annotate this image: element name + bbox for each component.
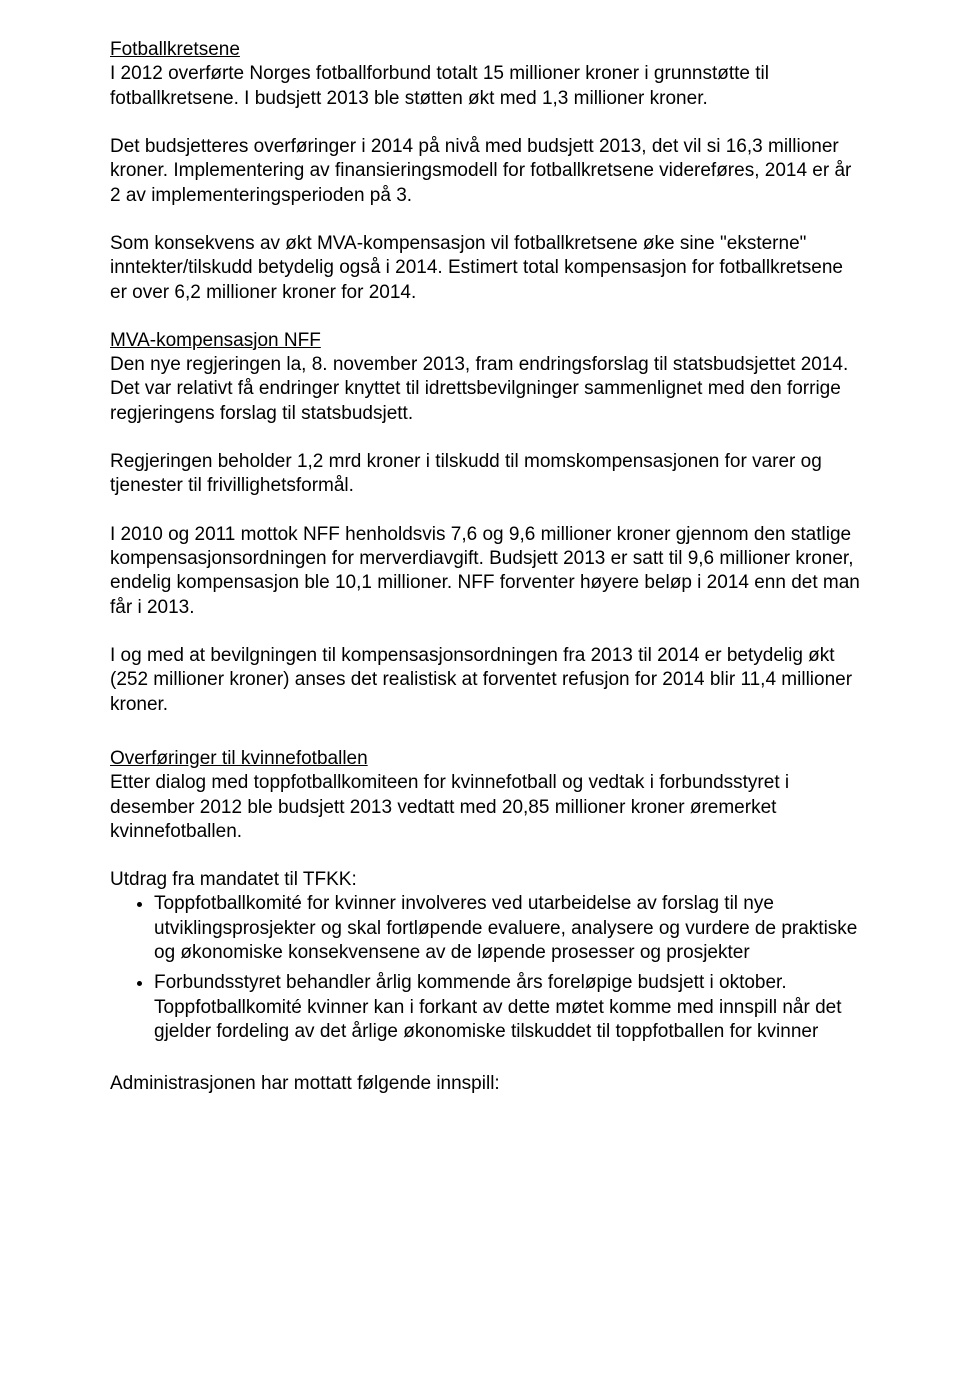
para-text: Den nye regjeringen la, 8. november 2013… <box>110 354 848 424</box>
para-text: Utdrag fra mandatet til TFKK: <box>110 868 864 892</box>
list-item: Forbundsstyret behandler årlig kommende … <box>154 971 864 1044</box>
para-text: I 2012 overførte Norges fotballforbund t… <box>110 63 769 108</box>
bullet-list: Toppfotballkomité for kvinner involveres… <box>110 892 864 1044</box>
section-kvinnefotballen: Overføringer til kvinnefotballen Etter d… <box>110 747 864 844</box>
para-text: Administrasjonen har mottatt følgende in… <box>110 1072 864 1096</box>
para-text: Etter dialog med toppfotballkomiteen for… <box>110 772 789 842</box>
para-text: Som konsekvens av økt MVA-kompensasjon v… <box>110 232 864 305</box>
para-text: Det budsjetteres overføringer i 2014 på … <box>110 135 864 208</box>
para-text: I 2010 og 2011 mottok NFF henholdsvis 7,… <box>110 523 864 620</box>
heading-fotballkretsene: Fotballkretsene <box>110 39 240 60</box>
heading-mva-kompensasjon: MVA-kompensasjon NFF <box>110 330 321 351</box>
list-item: Toppfotballkomité for kvinner involveres… <box>154 892 864 965</box>
section-mva-kompensasjon: MVA-kompensasjon NFF Den nye regjeringen… <box>110 329 864 426</box>
heading-kvinnefotballen: Overføringer til kvinnefotballen <box>110 748 368 769</box>
section-fotballkretsene: Fotballkretsene I 2012 overførte Norges … <box>110 38 864 111</box>
para-text: I og med at bevilgningen til kompensasjo… <box>110 644 864 717</box>
page: Fotballkretsene I 2012 overførte Norges … <box>0 0 960 1393</box>
para-text: Regjeringen beholder 1,2 mrd kroner i ti… <box>110 450 864 499</box>
